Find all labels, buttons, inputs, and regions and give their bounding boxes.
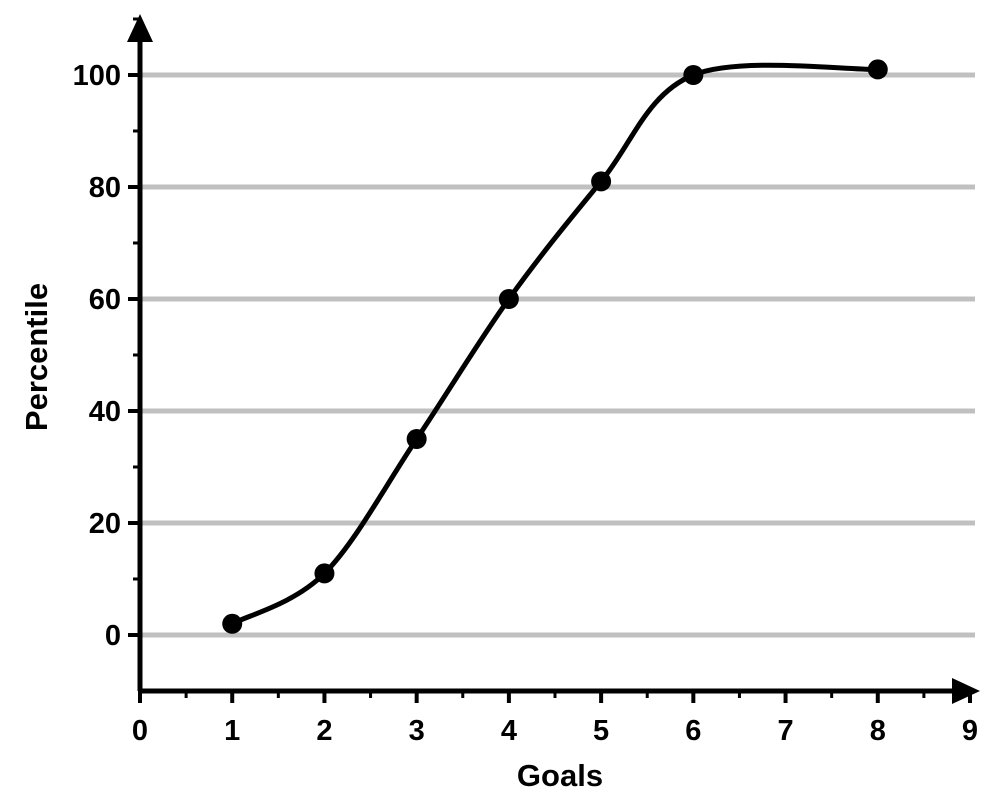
x-tick-label: 3 (409, 715, 425, 747)
x-tick-label: 1 (224, 715, 240, 747)
y-axis-title: Percentile (19, 283, 54, 431)
x-tick-label: 7 (777, 715, 793, 747)
data-markers (222, 59, 888, 634)
data-point (867, 59, 888, 80)
x-tick-label: 4 (501, 715, 517, 747)
data-point (498, 289, 519, 309)
y-axis-arrowhead (127, 14, 153, 42)
axes (127, 14, 980, 704)
axis-ticks (128, 17, 972, 703)
tick-labels: 0 20 40 60 80 100 0 1 2 3 4 5 6 7 8 9 (73, 60, 978, 747)
x-tick-label: 8 (870, 715, 886, 747)
data-point (683, 65, 704, 85)
x-axis-arrowhead (952, 678, 980, 704)
x-tick-label: 2 (316, 715, 332, 747)
grid-lines (140, 72, 975, 638)
data-point (406, 429, 427, 449)
y-tick-label: 20 (89, 508, 121, 540)
y-tick-label: 40 (89, 396, 121, 428)
data-point (222, 613, 243, 634)
data-series (229, 62, 881, 627)
x-axis-title: Goals (517, 758, 603, 793)
x-tick-label: 9 (962, 715, 978, 747)
y-tick-label: 0 (105, 620, 121, 652)
y-tick-label: 100 (73, 60, 121, 92)
x-tick-label: 5 (593, 715, 609, 747)
x-tick-label: 0 (132, 715, 148, 747)
x-tick-label: 6 (685, 715, 701, 747)
series-line (229, 62, 881, 627)
data-point (591, 171, 612, 192)
y-tick-label: 80 (89, 172, 121, 204)
data-point (314, 563, 335, 584)
y-tick-label: 60 (89, 284, 121, 316)
